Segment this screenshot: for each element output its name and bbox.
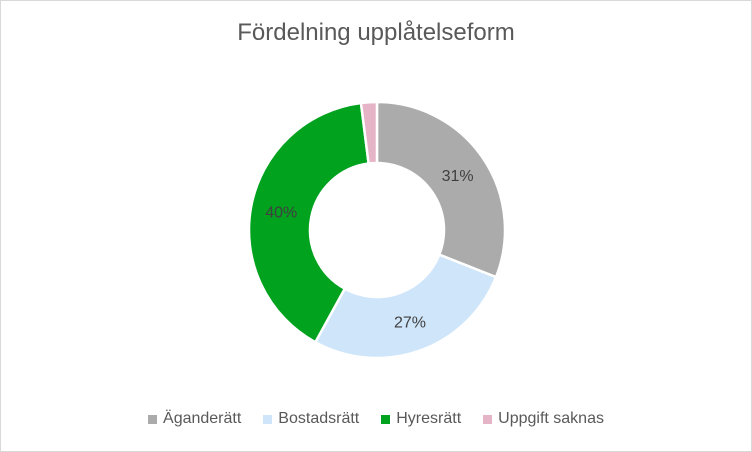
slice-uppgift-saknas bbox=[359, 100, 379, 165]
legend-label: Äganderätt bbox=[163, 410, 242, 427]
data-label: 31% bbox=[442, 168, 474, 185]
legend-label: Uppgift saknas bbox=[498, 410, 604, 427]
legend-swatch-hyresratt bbox=[381, 414, 391, 424]
legend-item-aganderatt: Äganderätt bbox=[148, 410, 241, 428]
legend-label: Hyresrätt bbox=[396, 410, 462, 427]
legend-label: Bostadsrätt bbox=[278, 410, 360, 427]
legend-swatch-bostadsratt bbox=[263, 414, 273, 424]
chart-title: Fördelning upplåtelseform bbox=[237, 19, 515, 46]
data-label: 27% bbox=[394, 315, 426, 332]
legend-item-bostadsratt: Bostadsrätt bbox=[263, 410, 359, 428]
slice-bostadsratt bbox=[313, 253, 498, 360]
legend-item-hyresratt: Hyresrätt bbox=[381, 410, 461, 428]
legend-swatch-aganderatt bbox=[148, 414, 158, 424]
data-label: 40% bbox=[265, 205, 297, 222]
slice-aganderatt bbox=[375, 100, 507, 279]
legend-item-uppgift-saknas: Uppgift saknas bbox=[483, 410, 604, 428]
slice-hyresratt bbox=[247, 101, 370, 344]
legend: Äganderätt Bostadsrätt Hyresrätt Uppgift… bbox=[1, 410, 751, 428]
legend-swatch-uppgift-saknas bbox=[483, 414, 493, 424]
